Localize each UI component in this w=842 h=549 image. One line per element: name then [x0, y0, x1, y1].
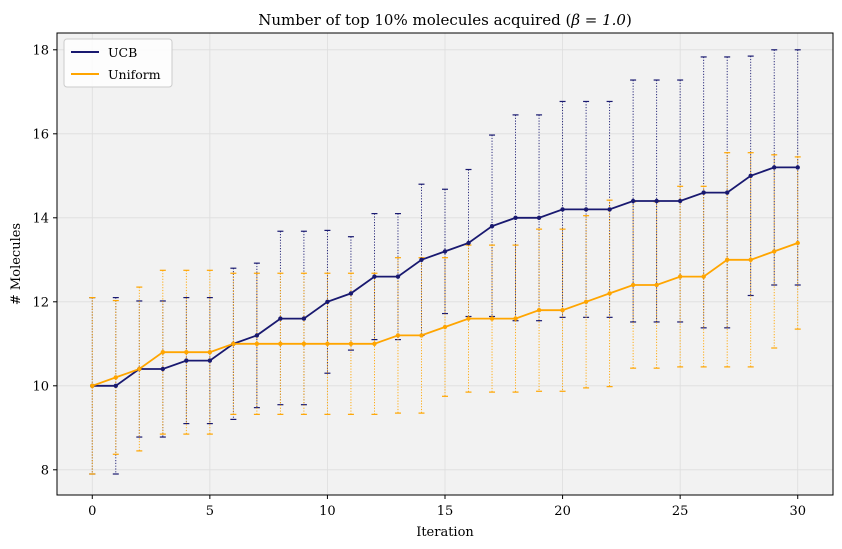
data-point-uniform — [489, 316, 495, 321]
data-point-uniform — [90, 383, 95, 388]
data-point-uniform — [654, 282, 659, 288]
x-tick-label: 30 — [789, 504, 806, 519]
x-axis-label: Iteration — [416, 525, 474, 540]
data-point-uniform — [583, 299, 589, 304]
series-points — [90, 165, 800, 388]
y-tick-label: 18 — [32, 43, 49, 58]
data-point-ucb — [560, 207, 565, 212]
x-tick-label: 5 — [206, 504, 214, 519]
x-tick-label: 0 — [88, 504, 96, 519]
data-point-ucb — [372, 274, 377, 279]
data-point-ucb — [724, 190, 730, 195]
data-point-ucb — [301, 316, 307, 321]
data-point-uniform — [278, 341, 283, 346]
x-tick-label: 25 — [672, 504, 689, 519]
data-point-ucb — [113, 383, 118, 388]
data-point-ucb — [772, 165, 777, 170]
data-point-ucb — [278, 316, 283, 321]
data-point-uniform — [607, 291, 612, 296]
y-tick-label: 14 — [32, 211, 49, 226]
data-point-ucb — [536, 215, 542, 220]
legend-label-ucb: UCB — [108, 45, 137, 60]
data-point-uniform — [184, 350, 189, 355]
data-point-uniform — [724, 257, 730, 262]
y-tick-label: 10 — [32, 379, 49, 394]
data-point-uniform — [560, 308, 565, 313]
data-point-ucb — [630, 198, 636, 204]
y-tick-label: 12 — [32, 295, 49, 310]
data-point-uniform — [630, 282, 636, 288]
data-point-uniform — [207, 350, 213, 355]
data-point-ucb — [748, 173, 753, 178]
data-point-uniform — [748, 257, 753, 262]
data-point-uniform — [254, 341, 260, 346]
chart-title: Number of top 10% molecules acquired (β … — [258, 11, 632, 29]
data-point-uniform — [677, 274, 683, 279]
data-point-ucb — [677, 198, 683, 204]
data-point-ucb — [184, 358, 189, 363]
y-tick-label: 8 — [41, 463, 49, 478]
data-point-ucb — [348, 291, 354, 296]
data-point-uniform — [772, 249, 777, 254]
data-point-uniform — [325, 341, 330, 346]
data-point-ucb — [160, 366, 166, 372]
x-axis-ticks: 0 5 10 15 20 25 30 — [88, 495, 806, 519]
data-point-ucb — [325, 299, 330, 304]
data-point-uniform — [701, 274, 706, 279]
data-point-ucb — [207, 358, 213, 363]
data-point-ucb — [607, 207, 612, 212]
data-point-uniform — [442, 324, 448, 330]
data-point-ucb — [795, 165, 800, 170]
legend-label-uniform: Uniform — [108, 67, 161, 82]
data-point-ucb — [583, 207, 589, 212]
data-point-ucb — [442, 249, 448, 254]
x-tick-label: 15 — [437, 504, 454, 519]
y-tick-label: 16 — [32, 127, 49, 142]
data-point-ucb — [513, 215, 518, 220]
data-point-ucb — [395, 274, 401, 279]
data-point-uniform — [513, 316, 518, 321]
data-point-uniform — [348, 341, 354, 346]
data-point-uniform — [466, 316, 471, 321]
x-tick-label: 20 — [554, 504, 571, 519]
data-point-uniform — [137, 366, 142, 372]
data-point-ucb — [701, 190, 706, 195]
data-point-ucb — [654, 198, 659, 204]
data-point-uniform — [536, 308, 542, 313]
data-point-uniform — [395, 333, 401, 338]
data-point-uniform — [419, 333, 424, 338]
data-point-uniform — [113, 375, 118, 380]
legend: UCB Uniform — [63, 38, 173, 88]
y-axis-ticks: 8 10 12 14 16 18 — [32, 43, 57, 478]
data-point-uniform — [231, 341, 236, 346]
data-point-uniform — [301, 341, 307, 346]
data-point-uniform — [795, 240, 800, 246]
data-point-ucb — [419, 257, 424, 262]
data-point-uniform — [160, 350, 166, 355]
data-point-uniform — [372, 341, 377, 346]
data-point-ucb — [254, 333, 260, 338]
data-point-ucb — [489, 224, 495, 229]
y-axis-label: # Molecules — [9, 223, 24, 305]
data-point-ucb — [466, 240, 471, 246]
x-tick-label: 10 — [319, 504, 336, 519]
